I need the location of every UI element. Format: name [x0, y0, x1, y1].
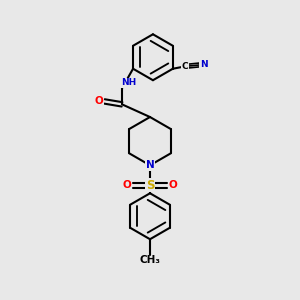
Text: C: C: [182, 62, 188, 71]
Text: O: O: [95, 95, 103, 106]
Text: S: S: [146, 179, 154, 192]
Text: O: O: [123, 180, 131, 190]
Text: CH₃: CH₃: [140, 255, 160, 265]
Text: O: O: [169, 180, 177, 190]
Text: N: N: [146, 160, 154, 170]
Text: N: N: [200, 60, 207, 69]
Text: NH: NH: [121, 78, 136, 87]
